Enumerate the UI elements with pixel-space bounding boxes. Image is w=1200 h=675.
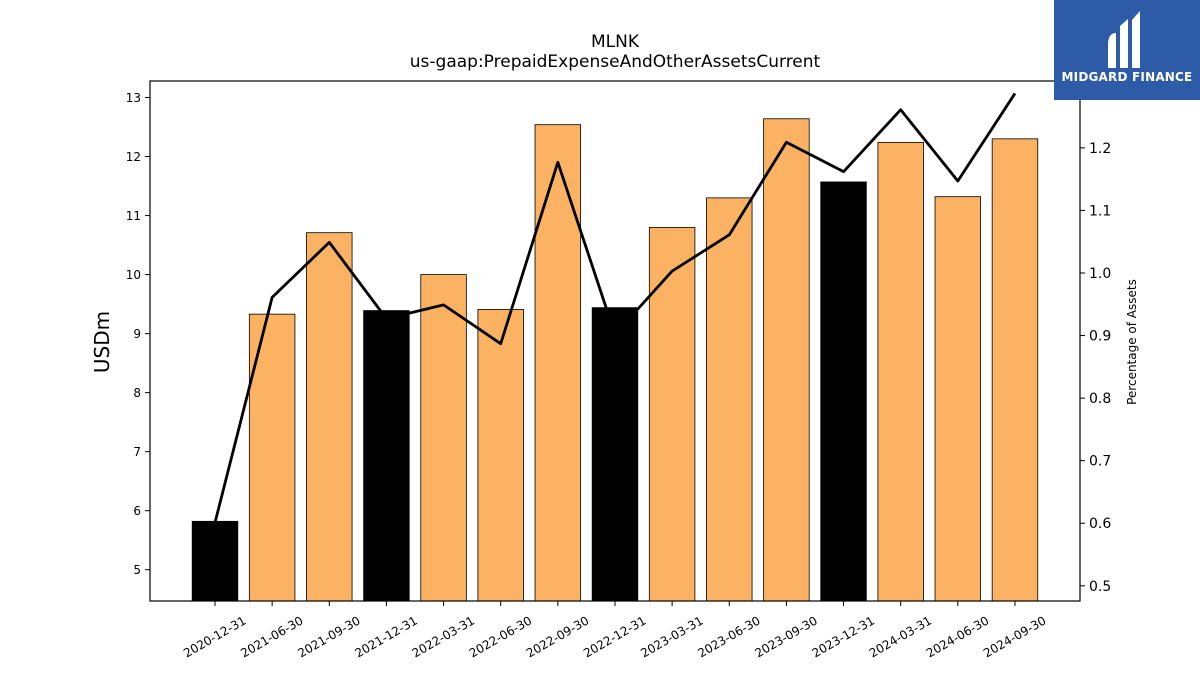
- y2-tick-label: 0.5: [1089, 579, 1111, 595]
- x-tick-label: 2023-09-30: [752, 613, 819, 660]
- x-tick-label: 2024-09-30: [981, 613, 1048, 660]
- bar: [534, 124, 582, 602]
- chart-title: MLNK: [590, 32, 639, 52]
- y2-tick-label: 1.1: [1089, 203, 1111, 219]
- y-tick-label: 11: [126, 209, 141, 223]
- y2-tick-label: 1.0: [1089, 266, 1111, 282]
- bar: [306, 232, 353, 602]
- y-tick-label: 9: [133, 327, 141, 341]
- chart-subtitle: us-gaap:PrepaidExpenseAndOtherAssetsCurr…: [409, 52, 821, 72]
- x-tick-label: 2022-12-31: [581, 613, 648, 660]
- y-tick-label: 10: [126, 268, 141, 282]
- y2-axis-label: Percentage of Assets: [1125, 279, 1139, 405]
- bar: [648, 226, 696, 602]
- y-tick-label: 8: [133, 386, 141, 400]
- logo-mark-icon: [1108, 11, 1140, 68]
- y2-tick-label: 0.7: [1089, 454, 1111, 470]
- bar: [591, 307, 639, 602]
- x-tick-label: 2022-06-30: [467, 613, 534, 660]
- x-tick-label: 2020-12-31: [181, 613, 248, 660]
- bar: [363, 310, 410, 602]
- y2-tick-label: 0.8: [1089, 391, 1111, 407]
- x-tick-label: 2021-12-31: [353, 613, 420, 660]
- x-tick-label: 2021-09-30: [295, 613, 362, 660]
- y2-tick-label: 0.6: [1089, 516, 1111, 532]
- y2-tick-label: 0.9: [1089, 329, 1111, 345]
- y2-tick-label: 1.2: [1089, 141, 1111, 157]
- bar: [820, 181, 867, 602]
- x-tick-label: 2022-03-31: [410, 613, 477, 660]
- bar: [877, 141, 924, 602]
- x-tick-label: 2023-06-30: [695, 613, 762, 660]
- y-tick-label: 5: [133, 563, 141, 577]
- bar: [477, 309, 524, 602]
- x-tick-label: 2023-03-31: [638, 613, 705, 660]
- x-tick-label: 2022-09-30: [524, 613, 591, 660]
- y-tick-label: 7: [133, 445, 141, 459]
- bar: [706, 197, 753, 602]
- x-tick-label: 2021-06-30: [238, 613, 305, 660]
- bar: [420, 274, 467, 602]
- bar: [763, 118, 810, 602]
- y-axis-label: USDm: [90, 311, 114, 373]
- logo-text: MIDGARD FINANCE: [1061, 70, 1193, 84]
- bar: [934, 196, 982, 602]
- y-tick-label: 6: [133, 504, 141, 518]
- bar: [191, 520, 239, 602]
- y-tick-label: 13: [126, 91, 141, 105]
- y-tick-label: 12: [126, 150, 141, 164]
- series-line: [213, 92, 1017, 523]
- x-tick-label: 2023-12-31: [810, 613, 877, 660]
- bar: [991, 138, 1039, 602]
- x-tick-label: 2024-06-30: [924, 613, 991, 660]
- midgard-finance-logo: MIDGARD FINANCE: [1054, 0, 1200, 100]
- x-tick-label: 2024-03-31: [867, 613, 934, 660]
